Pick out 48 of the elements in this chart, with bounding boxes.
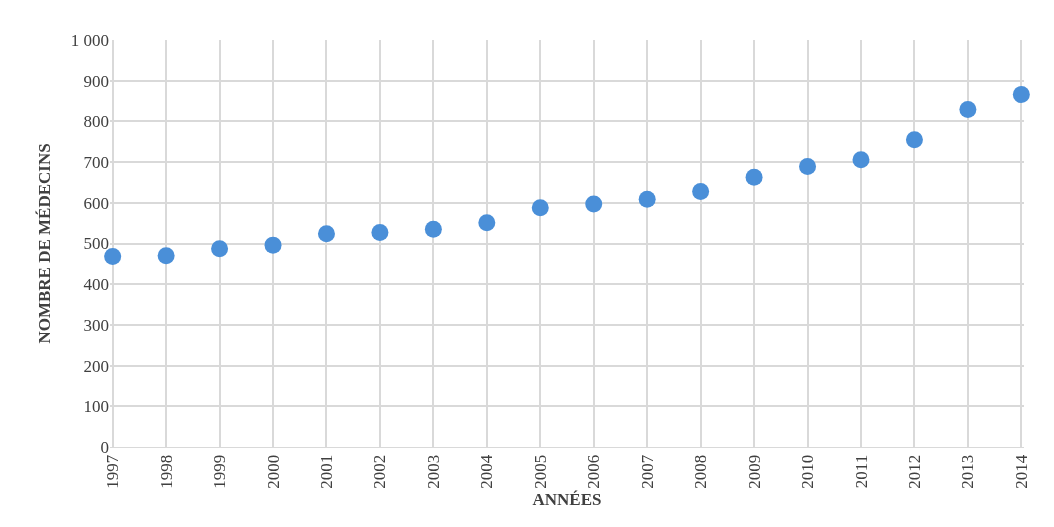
point xyxy=(692,182,710,200)
y-tick-label: 200 xyxy=(83,356,109,376)
point xyxy=(264,236,282,254)
point xyxy=(478,214,496,232)
point xyxy=(1012,86,1030,104)
x-tick-label: 1997 xyxy=(103,454,123,489)
point xyxy=(317,225,335,243)
y-tick-label: 1 000 xyxy=(70,30,109,50)
point xyxy=(531,199,549,217)
y-tick-label: 500 xyxy=(83,234,109,254)
x-tick-label: 2001 xyxy=(316,454,336,489)
x-tick-label: 2008 xyxy=(691,454,711,489)
point xyxy=(211,240,229,258)
x-tick-label: 2004 xyxy=(477,454,497,489)
y-tick-label: 400 xyxy=(83,275,109,295)
x-tick-label: 2007 xyxy=(637,454,657,489)
x-tick-label: 2005 xyxy=(530,454,550,489)
x-tick-label: 2014 xyxy=(1011,454,1031,489)
point xyxy=(104,248,122,266)
x-tick-label: 2011 xyxy=(851,454,871,489)
point xyxy=(638,190,656,208)
x-tick-label: 2003 xyxy=(423,454,443,489)
x-tick-label: 2006 xyxy=(584,454,604,489)
point xyxy=(959,101,977,119)
y-tick-label: 300 xyxy=(83,315,109,335)
x-tick-label: 1999 xyxy=(210,454,230,489)
point xyxy=(905,131,923,149)
x-tick-label: 2013 xyxy=(958,454,978,489)
x-tick-label: 2010 xyxy=(798,454,818,489)
x-tick-label: 2000 xyxy=(263,454,283,489)
point xyxy=(745,168,763,186)
x-tick-label: 2009 xyxy=(744,454,764,489)
point xyxy=(424,220,442,238)
y-tick-label: 700 xyxy=(83,153,109,173)
x-tick-label: 1998 xyxy=(156,454,176,489)
y-tick-label: 600 xyxy=(83,193,109,213)
point xyxy=(852,151,870,169)
x-tick-label: 2012 xyxy=(904,454,924,489)
point xyxy=(585,195,603,213)
y-tick-label: 100 xyxy=(83,397,109,417)
x-axis-title: ANNÉES xyxy=(532,490,602,510)
point xyxy=(371,224,389,241)
y-tick-label: 900 xyxy=(83,71,109,91)
x-tick-label: 2002 xyxy=(370,454,390,489)
y-tick-label: 800 xyxy=(83,112,109,132)
point xyxy=(157,247,175,265)
y-axis-title: NOMBRE DE MÉDECINS xyxy=(35,143,55,344)
point xyxy=(799,158,817,176)
